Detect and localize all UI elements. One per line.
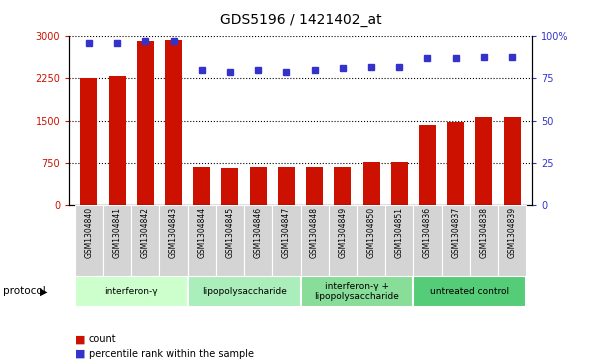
Text: GSM1304845: GSM1304845: [225, 207, 234, 258]
Text: lipopolysaccharide: lipopolysaccharide: [201, 287, 287, 296]
Bar: [470, 205, 498, 276]
Bar: [306, 167, 323, 205]
Bar: [188, 276, 300, 307]
Bar: [362, 162, 379, 205]
Bar: [165, 40, 182, 205]
Bar: [216, 205, 244, 276]
Bar: [498, 205, 526, 276]
Text: GSM1304841: GSM1304841: [112, 207, 121, 258]
Text: GSM1304838: GSM1304838: [480, 207, 489, 258]
Bar: [391, 162, 407, 205]
Bar: [137, 41, 154, 205]
Bar: [244, 205, 272, 276]
Bar: [103, 205, 131, 276]
Bar: [413, 205, 442, 276]
Bar: [504, 117, 520, 205]
Bar: [278, 167, 295, 205]
Bar: [249, 167, 267, 205]
Text: GSM1304850: GSM1304850: [367, 207, 376, 258]
Text: protocol: protocol: [3, 286, 46, 296]
Bar: [413, 276, 526, 307]
Text: interferon-γ +
lipopolysaccharide: interferon-γ + lipopolysaccharide: [314, 282, 400, 301]
Bar: [334, 167, 352, 205]
Bar: [300, 276, 413, 307]
Text: GSM1304847: GSM1304847: [282, 207, 291, 258]
Text: GSM1304844: GSM1304844: [197, 207, 206, 258]
Text: GSM1304846: GSM1304846: [254, 207, 263, 258]
Text: GSM1304837: GSM1304837: [451, 207, 460, 258]
Bar: [75, 276, 188, 307]
Text: percentile rank within the sample: percentile rank within the sample: [89, 349, 254, 359]
Bar: [109, 76, 126, 205]
Bar: [131, 205, 159, 276]
Text: GSM1304848: GSM1304848: [310, 207, 319, 258]
Bar: [475, 117, 492, 205]
Text: GSM1304836: GSM1304836: [423, 207, 432, 258]
Text: ■: ■: [75, 349, 85, 359]
Text: untreated control: untreated control: [430, 287, 510, 296]
Text: ▶: ▶: [40, 286, 47, 296]
Bar: [357, 205, 385, 276]
Text: interferon-γ: interferon-γ: [105, 287, 158, 296]
Bar: [81, 78, 97, 205]
Bar: [272, 205, 300, 276]
Bar: [329, 205, 357, 276]
Text: GDS5196 / 1421402_at: GDS5196 / 1421402_at: [220, 13, 381, 27]
Bar: [442, 205, 470, 276]
Text: ■: ■: [75, 334, 85, 344]
Text: GSM1304851: GSM1304851: [395, 207, 404, 258]
Bar: [222, 168, 239, 205]
Bar: [447, 122, 464, 205]
Text: count: count: [89, 334, 117, 344]
Text: GSM1304839: GSM1304839: [508, 207, 517, 258]
Bar: [75, 205, 103, 276]
Bar: [300, 205, 329, 276]
Text: GSM1304849: GSM1304849: [338, 207, 347, 258]
Text: GSM1304843: GSM1304843: [169, 207, 178, 258]
Text: GSM1304842: GSM1304842: [141, 207, 150, 258]
Bar: [385, 205, 413, 276]
Bar: [419, 125, 436, 205]
Bar: [159, 205, 188, 276]
Text: GSM1304840: GSM1304840: [84, 207, 93, 258]
Bar: [194, 167, 210, 205]
Bar: [188, 205, 216, 276]
